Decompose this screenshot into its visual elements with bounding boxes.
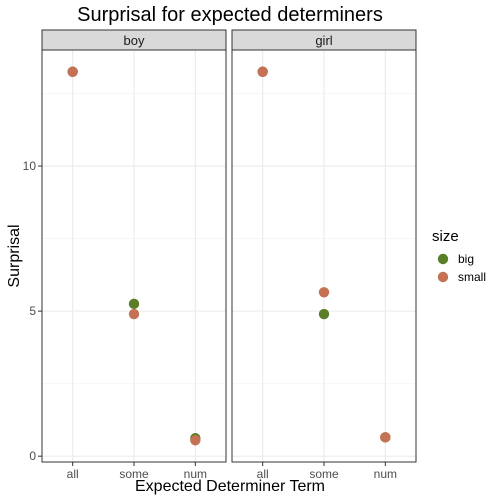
legend: size big small xyxy=(432,228,486,284)
strip-label-girl: girl xyxy=(315,33,332,48)
y-tick-label-5: 5 xyxy=(29,304,36,318)
point-small-boy-all xyxy=(67,66,78,77)
y-tick-label-0: 0 xyxy=(29,449,36,463)
y-axis-title: Surprisal xyxy=(6,224,23,287)
facet-panel-girl: girl all some num xyxy=(231,29,417,481)
legend-label-big: big xyxy=(458,252,474,266)
facet-panel-boy: boy all some num xyxy=(41,29,227,481)
facet-panels: boy all some num girl all some num xyxy=(41,29,417,481)
x-axis-title: Expected Determiner Term xyxy=(135,478,325,495)
legend-key-small xyxy=(437,271,449,283)
point-small-girl-some xyxy=(318,287,330,298)
x-tick-label-num: num xyxy=(184,467,207,481)
x-tick-label-all: all xyxy=(257,467,269,481)
point-small-boy-num xyxy=(190,435,201,446)
y-axis: 0 5 10 xyxy=(23,159,42,463)
x-tick-label-num: num xyxy=(374,467,397,481)
x-tick-label-all: all xyxy=(67,467,79,481)
y-tick-label-10: 10 xyxy=(23,159,37,173)
point-big-girl-some xyxy=(318,308,330,320)
legend-label-small: small xyxy=(458,270,486,284)
legend-key-big xyxy=(437,253,449,265)
chart-title: Surprisal for expected determiners xyxy=(77,4,383,26)
x-tick-label-some: some xyxy=(119,467,149,481)
point-small-girl-num xyxy=(380,432,391,443)
point-big-boy-some xyxy=(128,298,140,310)
point-small-boy-some xyxy=(128,308,140,320)
strip-label-boy: boy xyxy=(124,33,145,48)
x-tick-label-some: some xyxy=(309,467,339,481)
point-small-girl-all xyxy=(257,66,268,77)
legend-title: size xyxy=(432,228,459,245)
